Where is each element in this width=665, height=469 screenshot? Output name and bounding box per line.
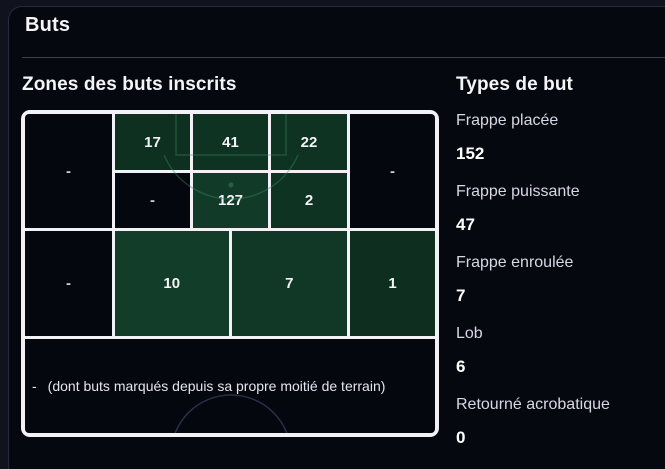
- zone-value: 10: [163, 275, 181, 292]
- zone-far-left: -: [25, 114, 112, 228]
- zones-section-heading: Zones des buts inscrits: [22, 74, 237, 95]
- title-divider: [22, 57, 665, 58]
- zone-value: 41: [222, 133, 239, 151]
- types-section-heading: Types de but: [456, 74, 573, 95]
- zone-low-center-right: 7: [231, 231, 347, 336]
- zone-far-right: -: [350, 114, 435, 228]
- goal-type-value: 6: [456, 357, 466, 376]
- zone-mid-left: -: [115, 173, 190, 228]
- goal-type-value: 7: [456, 286, 466, 305]
- zone-top-left: 17: [115, 114, 190, 170]
- zone-value: -: [66, 275, 71, 292]
- zone-value: 2: [304, 192, 314, 209]
- goal-type-value: 152: [456, 144, 485, 163]
- zone-mid-right: 2: [271, 173, 347, 228]
- goal-types-panel: Types de but Frappe placée 152 Frappe pu…: [456, 74, 661, 466]
- goal-type-label: Frappe placée: [456, 112, 559, 129]
- zone-low-right: 1: [350, 231, 435, 336]
- zone-value: 17: [144, 133, 161, 151]
- own-half-dash: -: [32, 378, 37, 394]
- list-item: Retourné acrobatique 0: [456, 395, 661, 448]
- goal-type-value: 0: [456, 428, 466, 447]
- goal-zones-pitch: - 17 41 22 - - 127 2 - 10 7 1 - (dont bu…: [21, 110, 439, 437]
- own-half-note-text: (dont buts marqués depuis sa propre moit…: [47, 378, 386, 394]
- goal-type-label: Frappe enroulée: [456, 254, 574, 271]
- pitch-grid: - 17 41 22 - - 127 2 - 10 7 1 - (dont bu…: [25, 114, 435, 433]
- zone-own-half-note: - (dont buts marqués depuis sa propre mo…: [25, 339, 435, 433]
- list-item: Frappe puissante 47: [456, 182, 661, 235]
- zone-value: -: [150, 192, 155, 209]
- goal-type-label: Lob: [456, 325, 483, 342]
- zone-top-right: 22: [271, 114, 347, 170]
- zone-value: -: [66, 162, 71, 180]
- goal-type-value: 47: [456, 215, 475, 234]
- zone-value: 7: [285, 275, 294, 292]
- goal-type-label: Frappe puissante: [456, 183, 580, 200]
- zone-low-left: -: [25, 231, 112, 336]
- zone-low-center-left: 10: [115, 231, 229, 336]
- list-item: Frappe enroulée 7: [456, 253, 661, 306]
- list-item: Frappe placée 152: [456, 111, 661, 164]
- zone-value: 127: [217, 192, 244, 209]
- goal-types-list: Frappe placée 152 Frappe puissante 47 Fr…: [456, 111, 661, 448]
- list-item: Lob 6: [456, 324, 661, 377]
- zone-value: 1: [388, 275, 397, 292]
- card-title: Buts: [25, 14, 71, 36]
- zone-value: 22: [300, 133, 318, 151]
- zone-mid-center: 127: [193, 173, 268, 228]
- zone-top-center: 41: [193, 114, 268, 170]
- goal-type-label: Retourné acrobatique: [456, 396, 610, 413]
- zone-value: -: [390, 162, 395, 180]
